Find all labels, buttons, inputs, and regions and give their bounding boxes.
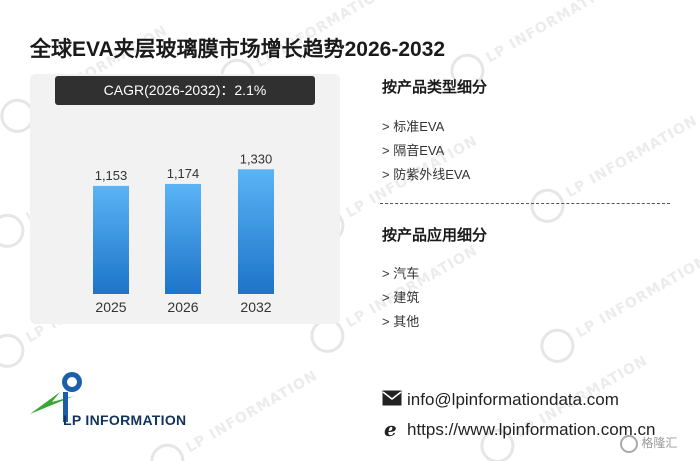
type-segment-item: > 防紫外线EVA: [382, 167, 471, 182]
x-tick-label: 2032: [240, 299, 271, 315]
svg-text:e: e: [384, 419, 397, 439]
page-title: 全球EVA夹层玻璃膜市场增长趋势2026-2032: [30, 38, 446, 61]
bar-2025: [93, 185, 129, 294]
app-segment-title: 按产品应用细分: [382, 227, 488, 244]
logo-text: LP INFORMATION: [63, 412, 187, 428]
bar-value-label: 1,153: [95, 168, 128, 183]
bar-chart: 1,153 2025 1,174 2026 1,330 2032: [93, 151, 274, 315]
type-segment-item: > 隔音EVA: [382, 143, 445, 158]
x-tick-label: 2025: [95, 299, 126, 315]
browser-e-icon: e: [384, 419, 397, 439]
bar-value-label: 1,330: [240, 151, 273, 166]
app-segment-item: > 其他: [382, 314, 420, 329]
bar-2032: [238, 169, 274, 294]
corner-brand-watermark: 格隆汇: [620, 434, 677, 453]
watermark: LP INFORMATION: [534, 245, 700, 370]
watermark: LP INFORMATION: [524, 105, 700, 230]
x-tick-label: 2026: [167, 299, 198, 315]
lp-logo-icon: [30, 372, 82, 422]
bar-2026: [165, 183, 201, 294]
email-link[interactable]: info@lpinformationdata.com: [407, 390, 619, 409]
mail-icon: [382, 390, 402, 406]
bar-value-label: 1,174: [167, 166, 200, 181]
watermark: LP INFORMATION: [144, 360, 325, 461]
app-segment-item: > 建筑: [382, 290, 420, 305]
type-segment-title: 按产品类型细分: [382, 79, 488, 96]
app-segment-item: > 汽车: [382, 266, 420, 281]
website-link[interactable]: https://www.lpinformation.com.cn: [407, 420, 656, 439]
type-segment-item: > 标准EVA: [382, 119, 445, 134]
divider: [380, 203, 670, 204]
cagr-badge: CAGR(2026-2032)：2.1%: [55, 76, 315, 105]
